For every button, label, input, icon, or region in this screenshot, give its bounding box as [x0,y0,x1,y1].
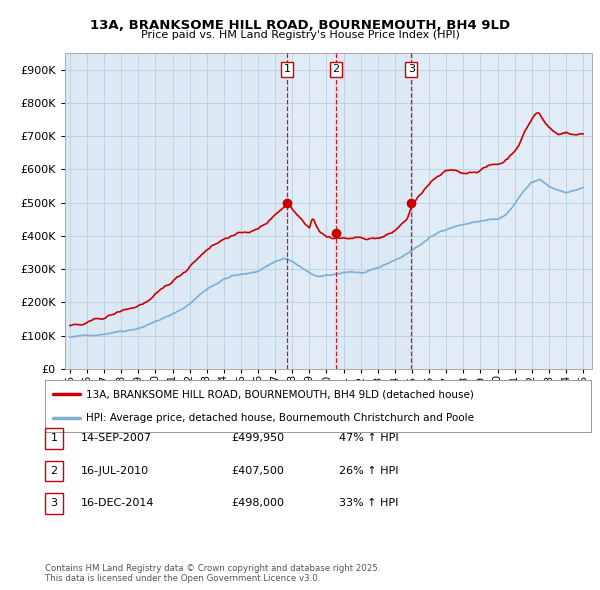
Text: 13A, BRANKSOME HILL ROAD, BOURNEMOUTH, BH4 9LD: 13A, BRANKSOME HILL ROAD, BOURNEMOUTH, B… [90,19,510,32]
Bar [336,53,412,369]
Text: This data is licensed under the Open Government Licence v3.0.: This data is licensed under the Open Gov… [45,574,320,583]
Text: 16-DEC-2014: 16-DEC-2014 [81,499,155,508]
Bar [287,53,336,369]
Text: Contains HM Land Registry data © Crown copyright and database right 2025.: Contains HM Land Registry data © Crown c… [45,565,380,573]
Text: £498,000: £498,000 [231,499,284,508]
Text: 2: 2 [50,466,58,476]
Bar [412,53,592,369]
Text: 3: 3 [408,64,415,74]
Text: 3: 3 [50,499,58,508]
Text: 1: 1 [50,434,58,443]
Text: HPI: Average price, detached house, Bournemouth Christchurch and Poole: HPI: Average price, detached house, Bour… [86,414,474,424]
Text: 26% ↑ HPI: 26% ↑ HPI [339,466,398,476]
Text: Price paid vs. HM Land Registry's House Price Index (HPI): Price paid vs. HM Land Registry's House … [140,30,460,40]
Text: 1: 1 [284,64,291,74]
Text: £407,500: £407,500 [231,466,284,476]
Text: 14-SEP-2007: 14-SEP-2007 [81,434,152,443]
Text: 47% ↑ HPI: 47% ↑ HPI [339,434,398,443]
Text: 33% ↑ HPI: 33% ↑ HPI [339,499,398,508]
Text: £499,950: £499,950 [231,434,284,443]
Text: 2: 2 [332,64,339,74]
Text: 13A, BRANKSOME HILL ROAD, BOURNEMOUTH, BH4 9LD (detached house): 13A, BRANKSOME HILL ROAD, BOURNEMOUTH, B… [86,389,474,399]
Text: 16-JUL-2010: 16-JUL-2010 [81,466,149,476]
